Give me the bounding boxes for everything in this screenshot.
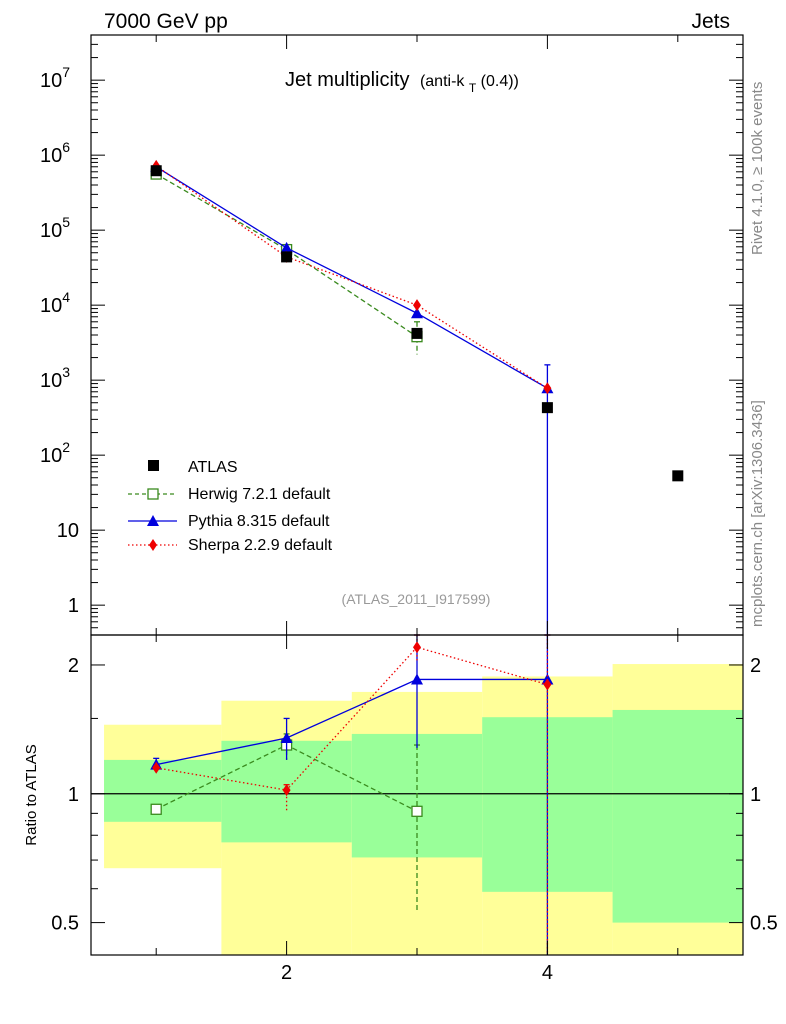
band-inner-1 (104, 759, 222, 822)
legend-item-sherpa: Sherpa 2.2.9 default (128, 537, 333, 554)
y-tick-label-main-0: 1 (68, 595, 79, 617)
ratio-y-tick-label-right-2: 2 (750, 655, 761, 677)
axis-ticks (91, 34, 743, 955)
ratio-y-tick-label-right-0: 0.5 (750, 913, 778, 935)
energy-label: 7000 GeV pp (104, 10, 228, 33)
main-series-atlas (150, 165, 684, 482)
main-line-herwig (155, 173, 418, 338)
main-point-pythia-2 (280, 241, 293, 253)
main-point-atlas-3 (411, 327, 423, 339)
series-layer (150, 159, 684, 955)
plot-title-algo-sub: T (469, 81, 477, 95)
ratio-y-tick-label-left-0: 0.5 (51, 913, 79, 935)
y-tick-label-main-5: 105 (40, 214, 70, 242)
x-tick-label-2: 2 (281, 962, 292, 984)
ratio-point-sherpa-1 (152, 761, 161, 774)
plot-title-main: Jet multiplicity (285, 69, 409, 91)
analysis-id: (ATLAS_2011_I917599) (342, 591, 491, 607)
ratio-point-herwig-3 (411, 805, 423, 817)
main-line-sherpa (155, 165, 548, 389)
ratio-point-pythia-2 (280, 732, 293, 744)
band-inner-5 (612, 709, 743, 923)
ratio-point-sherpa-3 (413, 641, 421, 654)
legend-herwig-marker (147, 488, 159, 500)
legend: ATLAS Herwig 7.2.1 default Pythia 8.315 … (128, 459, 333, 554)
ratio-point-sherpa-4 (543, 678, 552, 691)
y-tick-label-main-4: 104 (40, 289, 70, 317)
category-label: Jets (691, 10, 730, 33)
main-point-pythia-3 (411, 307, 423, 319)
legend-item-pythia: Pythia 8.315 default (128, 513, 330, 530)
legend-sherpa-label: Sherpa 2.2.9 default (188, 537, 333, 554)
y-tick-label-main-1: 10 (57, 520, 79, 542)
main-point-atlas-1 (150, 165, 162, 177)
legend-herwig-label: Herwig 7.2.1 default (188, 486, 331, 503)
ratio-y-tick-label-left-1: 1 (68, 784, 79, 806)
plot-title-algo-prefix: (anti-k (420, 73, 465, 90)
y-tick-label-main-7: 107 (40, 64, 70, 92)
legend-atlas-marker (148, 460, 159, 471)
y-tick-label-main-6: 106 (40, 139, 70, 167)
axis-tick-labels: 2 4 1 10 102 103 104 105 106 107 0.5 0.5 1 1 2 2 (40, 64, 778, 984)
y-tick-label-main-2: 102 (40, 439, 70, 467)
rivet-label: Rivet 4.1.0, ≥ 100k events (749, 82, 766, 255)
ratio-point-pythia-3 (411, 673, 423, 685)
ratio-y-tick-label-left-2: 2 (68, 655, 79, 677)
main-point-sherpa-3 (413, 299, 421, 312)
main-point-atlas-5 (672, 470, 684, 482)
plot-title-algo-suffix: (0.4)) (481, 73, 519, 90)
ratio-y-tick-label-right-1: 1 (750, 784, 761, 806)
ratio-axis-label: Ratio to ATLAS (23, 744, 40, 845)
legend-pythia-marker (147, 515, 159, 526)
y-tick-label-main-3: 103 (40, 364, 70, 392)
ratio-line-sherpa (156, 646, 548, 791)
main-point-sherpa-4 (543, 382, 552, 395)
ratio-line-pythia (156, 678, 548, 766)
main-point-atlas-2 (281, 251, 293, 263)
mcplots-label: mcplots.cern.ch [arXiv:1306.3436] (749, 400, 766, 627)
plot-title: Jet multiplicity (anti-k T (0.4)) (285, 69, 519, 96)
legend-sherpa-marker (149, 539, 157, 551)
ratio-point-herwig-1 (150, 803, 162, 815)
legend-item-atlas: ATLAS (148, 459, 238, 476)
ratio-point-sherpa-2 (282, 784, 291, 797)
legend-atlas-label: ATLAS (188, 459, 238, 476)
legend-pythia-label: Pythia 8.315 default (188, 513, 330, 530)
legend-item-herwig: Herwig 7.2.1 default (128, 486, 331, 503)
main-point-atlas-4 (541, 402, 553, 414)
x-tick-label-4: 4 (542, 962, 553, 984)
